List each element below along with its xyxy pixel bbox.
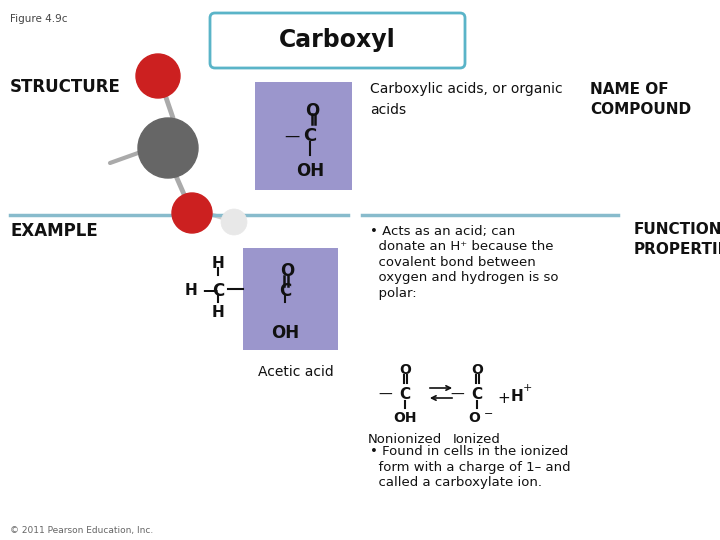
Text: form with a charge of 1– and: form with a charge of 1– and: [370, 461, 571, 474]
Text: O: O: [305, 102, 319, 120]
Text: © 2011 Pearson Education, Inc.: © 2011 Pearson Education, Inc.: [10, 526, 153, 535]
Text: FUNCTIONAL
PROPERTIES: FUNCTIONAL PROPERTIES: [634, 222, 720, 257]
Text: H: H: [212, 305, 225, 320]
Circle shape: [138, 118, 198, 178]
FancyBboxPatch shape: [243, 248, 338, 350]
Text: C: C: [400, 387, 410, 402]
Circle shape: [136, 54, 180, 98]
Text: donate an H⁺ because the: donate an H⁺ because the: [370, 240, 554, 253]
Text: C: C: [212, 282, 224, 300]
Text: +: +: [497, 391, 510, 406]
Text: —: —: [450, 388, 464, 402]
Text: C: C: [303, 127, 317, 145]
Text: H: H: [212, 256, 225, 271]
Text: Ionized: Ionized: [453, 433, 501, 446]
Text: • Acts as an acid; can: • Acts as an acid; can: [370, 225, 516, 238]
Circle shape: [172, 193, 212, 233]
Text: Nonionized: Nonionized: [368, 433, 442, 446]
Text: Carboxyl: Carboxyl: [279, 29, 396, 52]
Text: O: O: [399, 363, 411, 377]
Text: C: C: [472, 387, 482, 402]
Text: +: +: [523, 383, 532, 393]
Text: OH: OH: [393, 411, 417, 425]
Text: EXAMPLE: EXAMPLE: [10, 222, 98, 240]
FancyBboxPatch shape: [255, 82, 352, 190]
Text: polar:: polar:: [370, 287, 417, 300]
Text: −: −: [484, 409, 493, 419]
Text: STRUCTURE: STRUCTURE: [10, 78, 121, 96]
Text: Figure 4.9c: Figure 4.9c: [10, 14, 68, 24]
Text: C: C: [279, 282, 291, 300]
Text: OH: OH: [271, 324, 299, 342]
Text: covalent bond between: covalent bond between: [370, 256, 536, 269]
Text: • Found in cells in the ionized: • Found in cells in the ionized: [370, 445, 568, 458]
Text: OH: OH: [296, 162, 324, 180]
Text: Carboxylic acids, or organic
acids: Carboxylic acids, or organic acids: [370, 82, 562, 117]
Text: NAME OF
COMPOUND: NAME OF COMPOUND: [590, 82, 691, 117]
Text: H: H: [511, 389, 523, 404]
Text: O: O: [471, 363, 483, 377]
Circle shape: [221, 209, 247, 235]
Text: O: O: [280, 262, 294, 280]
Text: O: O: [468, 411, 480, 425]
Text: called a carboxylate ion.: called a carboxylate ion.: [370, 476, 542, 489]
Text: Acetic acid: Acetic acid: [258, 365, 333, 379]
Text: oxygen and hydrogen is so: oxygen and hydrogen is so: [370, 272, 559, 285]
Text: —: —: [284, 129, 300, 144]
Text: H —: H —: [185, 283, 218, 298]
FancyBboxPatch shape: [210, 13, 465, 68]
Text: —: —: [378, 388, 392, 402]
